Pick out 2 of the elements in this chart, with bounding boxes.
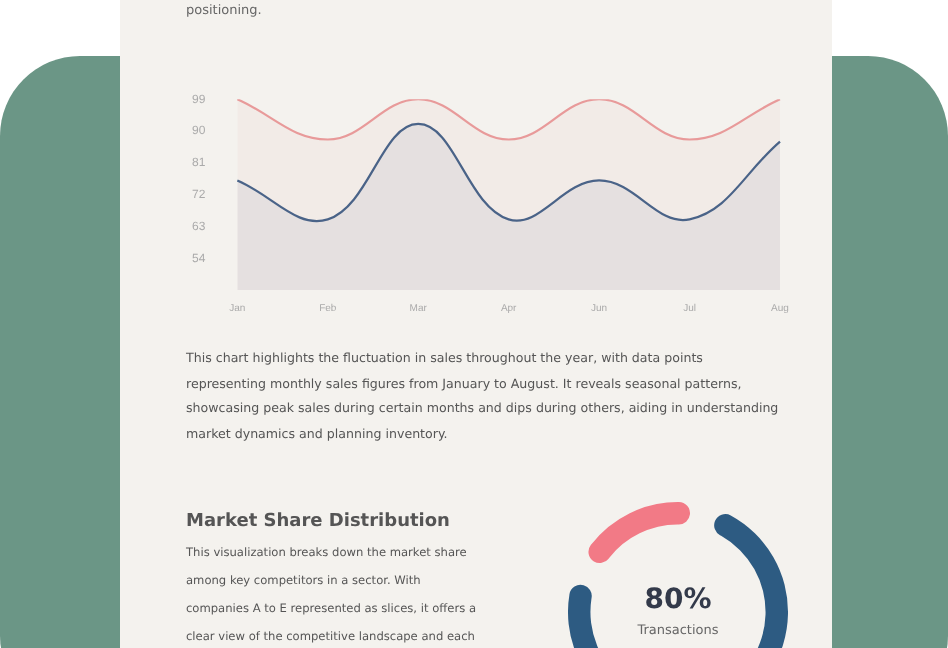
- text: Market Share Distribution: [186, 512, 450, 532]
- text: 80%: [642, 584, 714, 616]
